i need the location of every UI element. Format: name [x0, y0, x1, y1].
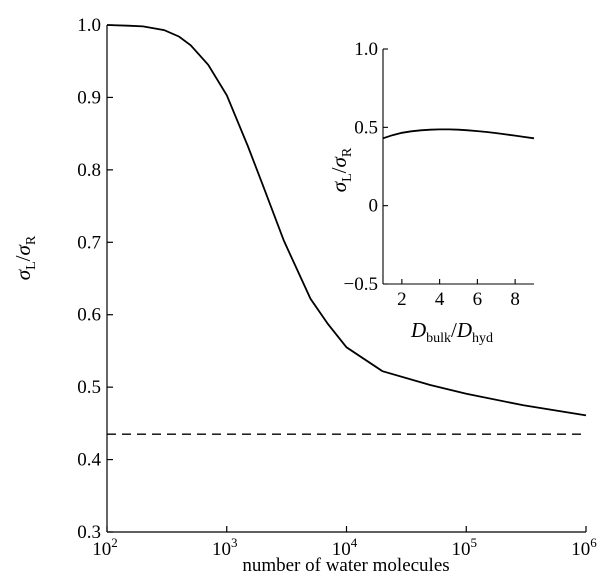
inset-series-line	[382, 128, 535, 140]
main-x-axis-label: number of water molecules	[242, 555, 449, 576]
inset-y-axis-label: σL/σR	[327, 147, 355, 192]
inset-x-tick-label: 6	[473, 289, 483, 310]
main-y-ticks: 0.3 0.4 0.5 0.6 0.7 0.8 0.9 1.0	[77, 15, 113, 543]
main-y-tick-label: 0.9	[77, 87, 101, 108]
main-x-tick-label: 102	[92, 535, 118, 560]
main-y-tick-label: 0.6	[77, 305, 101, 326]
inset-x-ticks: 2 4 6 8	[397, 279, 520, 310]
main-x-tick-label: 104	[332, 535, 358, 560]
main-y-tick-label: 1.0	[77, 15, 101, 36]
inset-y-ticks: −0.5 0 0.5 1.0	[344, 39, 388, 295]
inset-series	[382, 128, 535, 140]
inset-x-axis-label: Dbulk/Dhyd	[410, 318, 493, 346]
main-y-tick-label: 0.5	[77, 377, 101, 398]
main-series	[106, 24, 587, 435]
main-y-tick-label: 0.7	[77, 232, 101, 253]
inset-x-tick-label: 2	[397, 289, 407, 310]
main-plot: 0.3 0.4 0.5 0.6 0.7 0.8 0.9 1.0 102 103 104 105 106…	[11, 15, 597, 576]
main-x-tick-label: 105	[452, 535, 478, 560]
main-y-tick-label: 0.4	[77, 450, 101, 471]
main-y-axis-label: σL/σR	[11, 235, 39, 280]
inset-y-tick-label: −0.5	[344, 274, 378, 295]
inset-plot: −0.5 0 0.5 1.0 2 4 6 8 Dbulk/Dhyd σL/σR	[327, 39, 535, 346]
inset-x-tick-label: 4	[435, 289, 445, 310]
inset-axes-frame	[382, 49, 534, 285]
inset-x-tick-label: 8	[510, 289, 520, 310]
main-x-ticks: 102 103 104 105 106	[92, 526, 597, 560]
inset-y-tick-label: 1.0	[354, 39, 378, 60]
inset-y-tick-label: 0	[369, 196, 379, 217]
inset-y-tick-label: 0.5	[354, 117, 378, 138]
main-y-tick-label: 0.8	[77, 160, 101, 181]
main-series-line	[106, 24, 587, 417]
main-y-tick-label: 0.3	[77, 522, 101, 543]
main-x-tick-label: 106	[571, 535, 597, 560]
main-x-tick-label: 103	[212, 535, 238, 560]
